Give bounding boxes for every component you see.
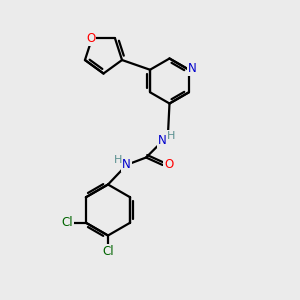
Text: H: H bbox=[114, 154, 122, 165]
Text: N: N bbox=[122, 158, 131, 172]
Text: Cl: Cl bbox=[61, 216, 73, 229]
Text: H: H bbox=[167, 130, 175, 141]
Text: O: O bbox=[164, 158, 173, 171]
Text: Cl: Cl bbox=[102, 245, 114, 258]
Text: N: N bbox=[188, 62, 197, 75]
Text: O: O bbox=[86, 32, 95, 45]
Text: N: N bbox=[158, 134, 167, 148]
